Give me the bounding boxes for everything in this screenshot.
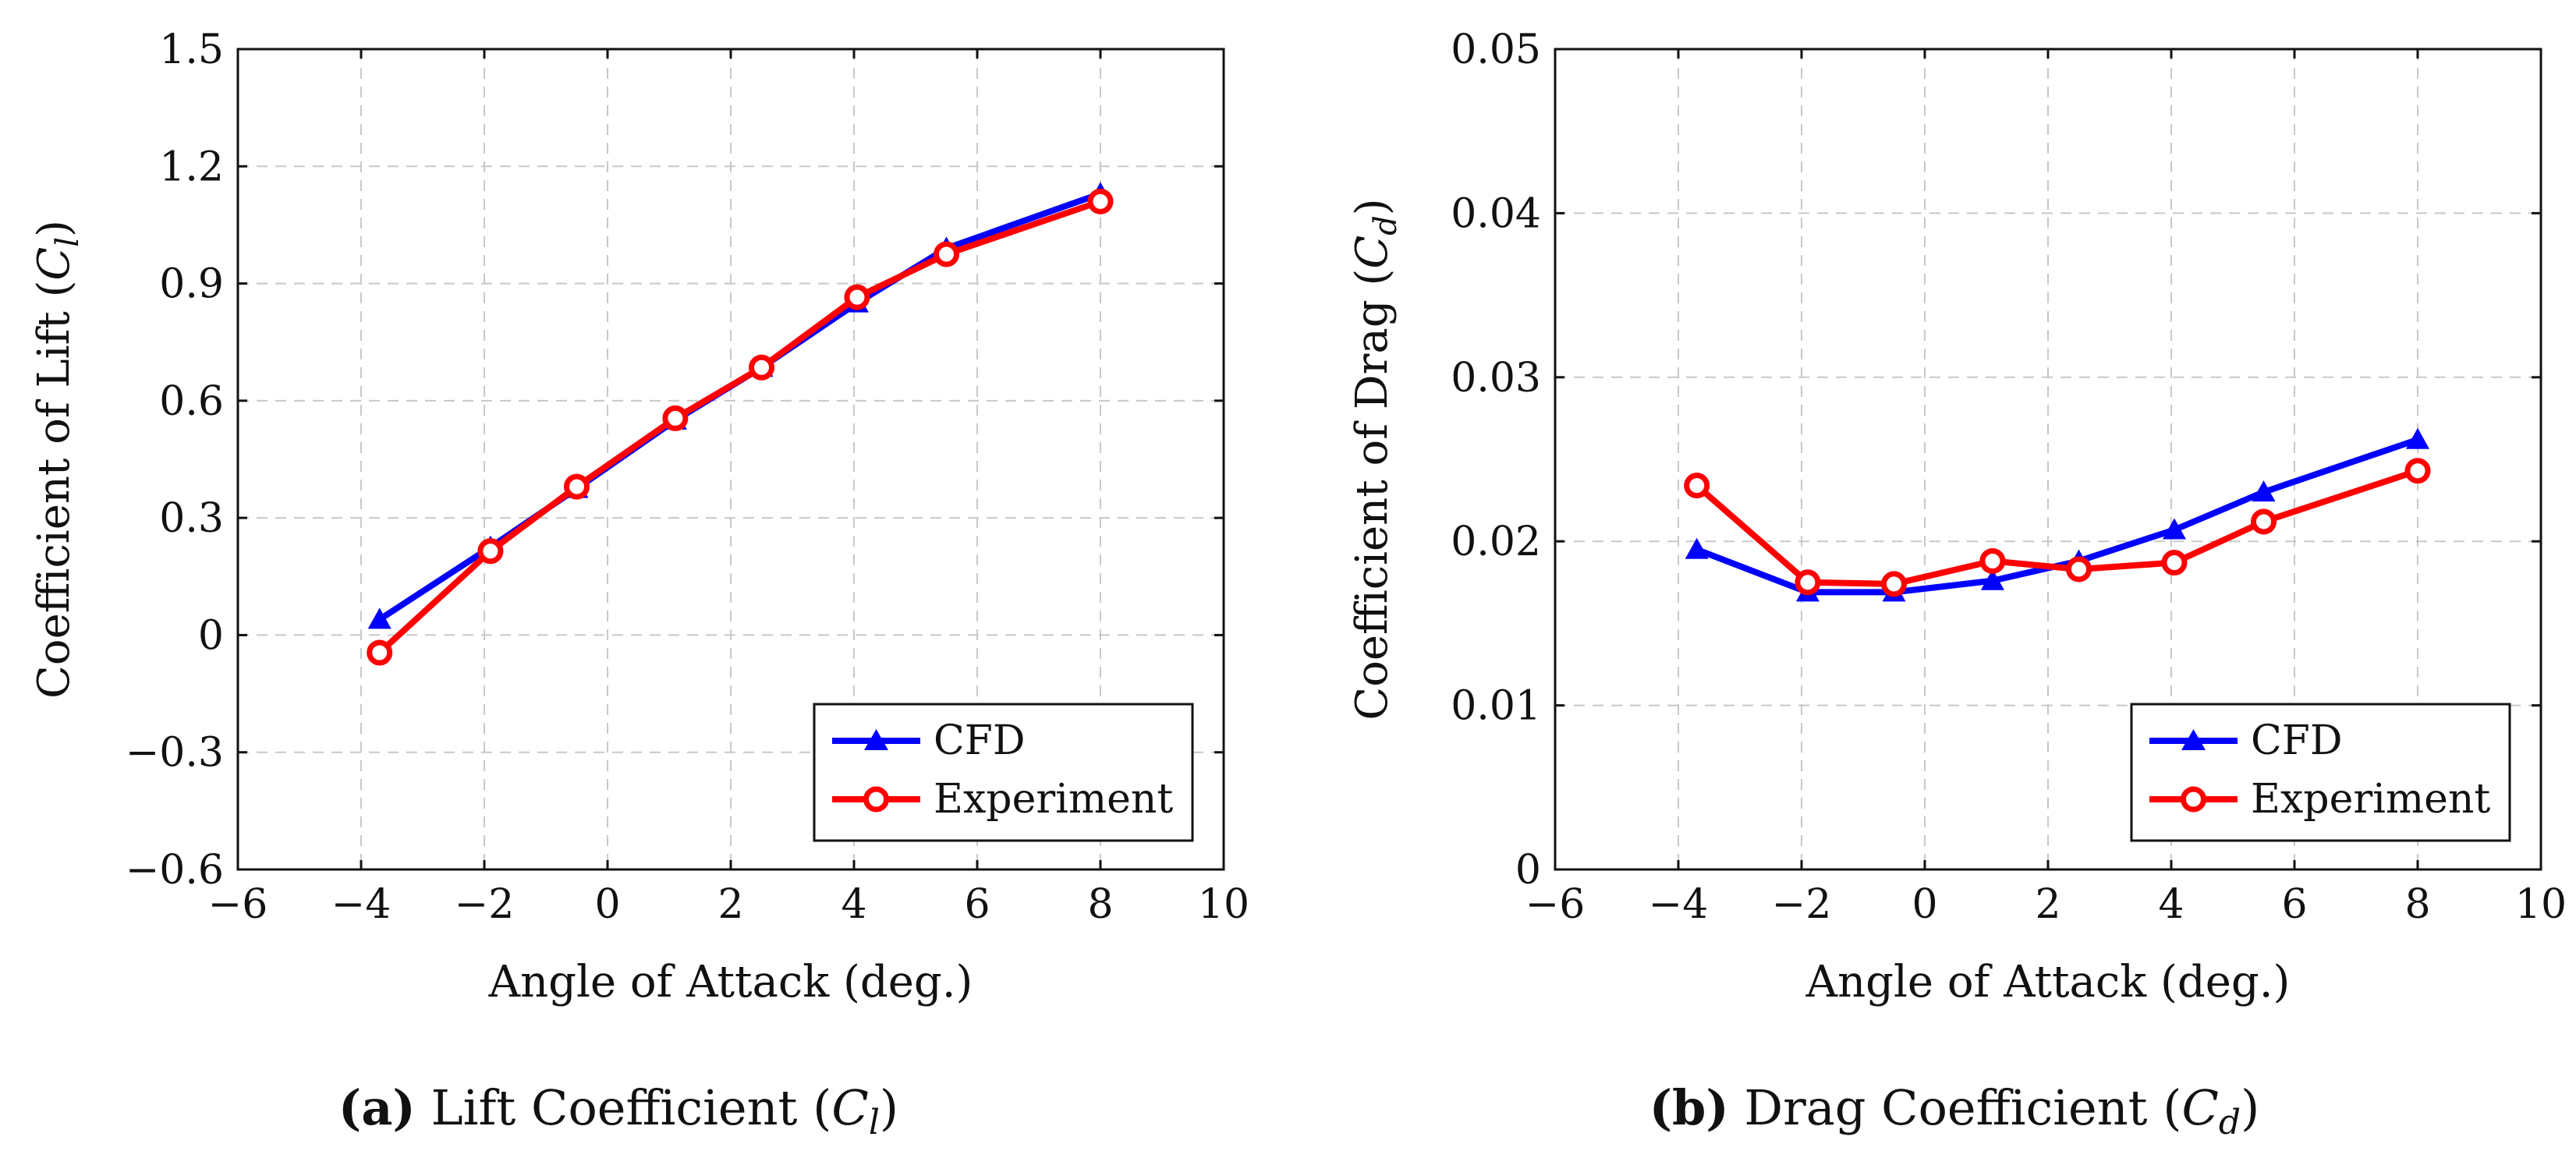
legend-box-drag bbox=[2130, 703, 2511, 842]
series-line-experiment bbox=[1695, 467, 2419, 587]
x-tick-label: −6 bbox=[1525, 881, 1586, 928]
x-tick-label: 10 bbox=[2515, 881, 2567, 928]
x-tick-label: −2 bbox=[455, 881, 515, 928]
legend-label-cfd-drag: CFD bbox=[2251, 717, 2343, 764]
y-tick-label: 0.05 bbox=[1451, 27, 1541, 73]
data-point-experiment bbox=[844, 284, 870, 310]
y-tick-label: 0 bbox=[198, 612, 224, 659]
data-point-experiment bbox=[367, 639, 393, 666]
series-line-cfd bbox=[1695, 436, 2419, 596]
y-tick-label: 1.5 bbox=[159, 27, 224, 73]
data-point-cfd bbox=[367, 607, 392, 629]
data-point-experiment bbox=[1795, 569, 1821, 596]
legend-marker-cfd-lift bbox=[864, 729, 888, 750]
x-tick-label: 4 bbox=[841, 881, 866, 928]
data-point-experiment bbox=[564, 473, 590, 500]
legend-label-experiment-drag: Experiment bbox=[2251, 776, 2490, 823]
series-line-experiment bbox=[377, 198, 1102, 655]
y-tick-label: 0.04 bbox=[1451, 190, 1541, 237]
x-tick-label: 4 bbox=[2158, 881, 2184, 928]
x-tick-label: −4 bbox=[1649, 881, 1709, 928]
x-tick-label: 10 bbox=[1198, 881, 1249, 928]
data-point-cfd bbox=[2406, 427, 2429, 449]
data-point-experiment bbox=[1087, 188, 1114, 214]
legend-marker-experiment-lift bbox=[863, 786, 889, 813]
caption-lift: (a) Lift Coefficient (Cl) bbox=[338, 1079, 898, 1142]
legend-marker-cfd-drag bbox=[2181, 729, 2206, 750]
x-axis-label-drag: Angle of Attack (deg.) bbox=[1805, 957, 2291, 1007]
y-axis-label-drag: Coefficient of Drag (Cd) bbox=[1347, 198, 1404, 720]
data-point-experiment bbox=[2161, 550, 2188, 576]
legend-lift: CFD Experiment bbox=[813, 703, 1194, 842]
y-tick-label: 0.03 bbox=[1451, 355, 1541, 402]
data-point-experiment bbox=[1881, 571, 1907, 597]
x-tick-label: 2 bbox=[2035, 881, 2060, 928]
legend-label-experiment-lift: Experiment bbox=[934, 776, 1173, 823]
y-tick-label: 0.3 bbox=[159, 495, 224, 542]
data-point-experiment bbox=[934, 241, 959, 267]
legend-marker-experiment-drag bbox=[2181, 786, 2206, 813]
x-tick-label: 8 bbox=[2404, 881, 2430, 928]
y-tick-label: 0.6 bbox=[159, 378, 224, 425]
data-point-experiment bbox=[477, 538, 504, 565]
series-lines-lift bbox=[367, 182, 1114, 666]
x-tick-label: 6 bbox=[2281, 881, 2307, 928]
panel-lift: −6 −4 −2 0 2 4 6 8 10 −0.6 −0.3 0 0.3 0.6 0.9 1.2 1.5 An… bbox=[29, 27, 1249, 1142]
x-tick-label: −6 bbox=[208, 881, 268, 928]
data-point-experiment bbox=[1979, 547, 2006, 574]
ticks-drag: −6 −4 −2 0 2 4 6 8 10 0 0.01 0.02 0.03 0.04 0.05 bbox=[1451, 27, 2567, 928]
data-point-experiment bbox=[2251, 508, 2277, 535]
y-tick-label: 0.02 bbox=[1451, 519, 1541, 565]
caption-drag: (b) Drag Coefficient (Cd) bbox=[1649, 1079, 2260, 1142]
panel-drag: −6 −4 −2 0 2 4 6 8 10 0 0.01 0.02 0.03 0.04 0.05 Angle… bbox=[1347, 27, 2567, 1142]
data-point-experiment bbox=[662, 405, 689, 431]
legend-label-cfd-lift: CFD bbox=[934, 717, 1026, 764]
data-point-cfd bbox=[1685, 537, 1709, 559]
x-tick-label: 6 bbox=[964, 881, 990, 928]
data-point-experiment bbox=[749, 354, 774, 381]
series-lines-drag bbox=[1684, 427, 2431, 602]
x-axis-label-lift: Angle of Attack (deg.) bbox=[488, 957, 973, 1007]
data-point-experiment bbox=[2066, 556, 2092, 583]
x-tick-label: 8 bbox=[1087, 881, 1113, 928]
y-tick-label: −0.6 bbox=[126, 847, 224, 894]
x-tick-label: 0 bbox=[1912, 881, 1937, 928]
y-tick-label: −0.3 bbox=[126, 730, 224, 777]
data-point-experiment bbox=[1684, 473, 1710, 499]
x-tick-label: 0 bbox=[594, 881, 620, 928]
x-tick-label: −2 bbox=[1772, 881, 1832, 928]
y-tick-label: 0.01 bbox=[1451, 683, 1541, 730]
x-tick-label: 2 bbox=[718, 881, 743, 928]
legend-drag: CFD Experiment bbox=[2130, 703, 2511, 842]
data-point-experiment bbox=[2404, 458, 2431, 484]
ticks-lift: −6 −4 −2 0 2 4 6 8 10 −0.6 −0.3 0 0.3 0.6 0.9 1.2 1.5 bbox=[126, 27, 1249, 928]
legend-box-lift bbox=[813, 703, 1194, 842]
x-tick-label: −4 bbox=[331, 881, 392, 928]
y-tick-label: 0 bbox=[1515, 847, 1541, 894]
data-point-cfd bbox=[2252, 480, 2276, 502]
data-point-cfd bbox=[2162, 518, 2186, 540]
y-tick-label: 1.2 bbox=[159, 143, 224, 190]
y-tick-label: 0.9 bbox=[159, 261, 224, 308]
data-point-cfd bbox=[1980, 568, 2004, 590]
y-axis-label-lift: Coefficient of Lift (Cl) bbox=[29, 220, 86, 699]
